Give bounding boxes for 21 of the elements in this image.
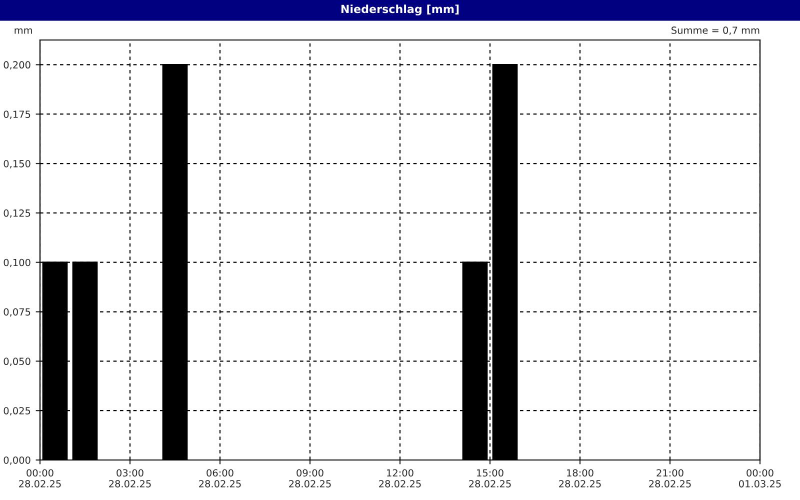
y-tick-label: 0,100 <box>4 258 30 268</box>
text: Summe = 0,7 mm <box>672 26 760 35</box>
y-tick-label: 0,075 <box>4 308 30 317</box>
x-tick-label: 09:00 28.02.25 <box>289 469 331 488</box>
x-tick-label: 06:00 28.02.25 <box>199 469 241 488</box>
chart-title: Niederschlag [mm] <box>341 4 459 16</box>
x-tick-label: 00:00 28.02.25 <box>19 469 61 488</box>
x-tick-label: 18:00 28.02.25 <box>559 469 601 488</box>
x-tick-label: 03:00 28.02.25 <box>109 469 151 488</box>
y-tick-label: 0,125 <box>4 209 30 218</box>
x-tick-label: 00:00 01.03.25 <box>738 469 781 488</box>
y-tick-label: 0,150 <box>4 160 30 168</box>
x-tick-label: 15:00 28.02.25 <box>469 469 511 488</box>
y-tick-label: 0,025 <box>4 407 30 416</box>
x-tick-label: 12:00 28.02.25 <box>379 469 421 488</box>
y-tick-label: 0,050 <box>4 358 30 366</box>
y-tick-label: 0,000 <box>4 456 30 465</box>
x-tick-label: 21:00 28.02.25 <box>649 469 691 488</box>
y-tick-label: 0,175 <box>4 110 30 119</box>
y-tick-label: 0,200 <box>4 61 30 70</box>
y-axis-title: mm <box>14 28 32 34</box>
